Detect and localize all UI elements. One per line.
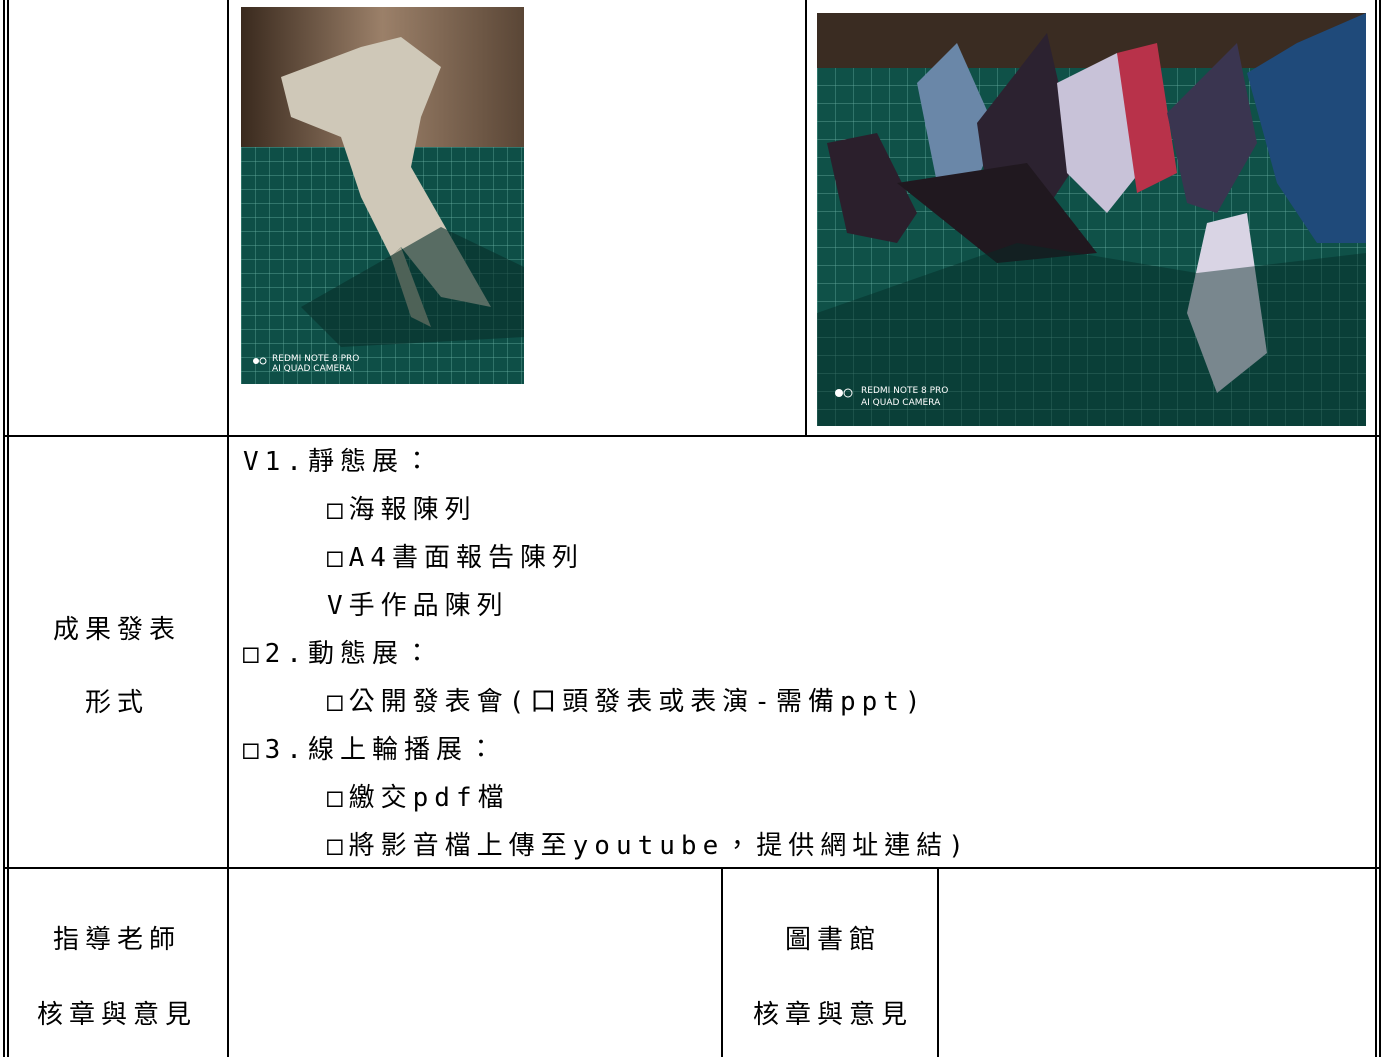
border: [1379, 0, 1381, 1057]
border: [7, 0, 9, 1057]
signature-label: 核章與意見: [752, 1000, 914, 1030]
row-label: 形式: [84, 688, 150, 718]
col-rule: [227, 0, 229, 1057]
option-line: □公開發表會(口頭發表或表演-需備ppt): [327, 687, 927, 717]
watermark: AI QUAD CAMERA: [272, 364, 352, 374]
option-line: V1.靜態展：: [243, 447, 436, 477]
option-line: □3.線上輪播展：: [243, 735, 500, 765]
option-line: □將影音檔上傳至youtube，提供網址連結): [327, 831, 970, 861]
border: [3, 0, 5, 1057]
watermark: AI QUAD CAMERA: [861, 398, 941, 408]
row-rule: [3, 867, 1381, 869]
photo: REDMI NOTE 8 PRO AI QUAD CAMERA: [241, 7, 524, 384]
col-rule: [721, 868, 723, 1057]
row-label: 成果發表: [52, 615, 182, 645]
border: [1375, 0, 1377, 1057]
option-line: V手作品陳列: [327, 591, 509, 621]
option-line: □2.動態展：: [243, 639, 436, 669]
watermark: REDMI NOTE 8 PRO: [861, 386, 948, 396]
photo: REDMI NOTE 8 PRO AI QUAD CAMERA: [817, 13, 1366, 426]
col-rule: [937, 868, 939, 1057]
option-line: □繳交pdf檔: [327, 783, 510, 813]
signature-label: 核章與意見: [36, 1000, 198, 1030]
signature-label: 指導老師: [52, 925, 182, 955]
col-rule: [805, 0, 807, 436]
option-line: □海報陳列: [327, 495, 477, 525]
signature-label: 圖書館: [784, 925, 882, 955]
row-rule: [3, 435, 1381, 437]
watermark: REDMI NOTE 8 PRO: [272, 354, 359, 364]
option-line: □A4書面報告陳列: [327, 543, 584, 573]
